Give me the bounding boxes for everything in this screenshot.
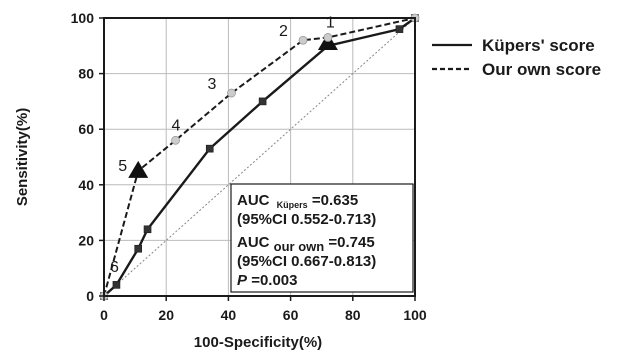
auc-kupers-main: AUC <box>237 192 270 209</box>
auc-own-main: AUC <box>237 234 270 251</box>
point-label: 4 <box>172 117 181 134</box>
legend-label-kupers: Küpers' score <box>482 36 595 55</box>
x-axis-title: 100-Specificity(%) <box>194 334 322 351</box>
p-value: =0.003 <box>251 272 297 289</box>
legend: Küpers' score Our own score <box>432 36 601 79</box>
auc-own-sub: our own <box>274 239 325 254</box>
data-point-square <box>134 244 143 253</box>
data-point-square <box>112 281 121 289</box>
x-tick-label: 80 <box>345 307 361 323</box>
x-tick-label: 60 <box>283 307 299 323</box>
point-label: 6 <box>110 259 119 276</box>
x-tick-label: 100 <box>403 307 427 323</box>
data-point-square <box>258 97 267 106</box>
auc-kupers-value: =0.635 <box>312 192 358 209</box>
x-tick-label: 40 <box>221 307 237 323</box>
data-point-circle <box>298 35 308 45</box>
x-tick-label: 20 <box>158 307 174 323</box>
auc-own-value: =0.745 <box>328 234 374 251</box>
data-point-square <box>205 144 214 153</box>
highlight-triangle-marker <box>128 160 149 178</box>
y-tick-label: 80 <box>78 66 94 82</box>
x-tick-label: 0 <box>100 307 108 323</box>
y-tick-label: 0 <box>86 288 94 304</box>
data-point-square <box>395 25 404 33</box>
p-value-text: P =0.003 <box>237 272 297 289</box>
statistics-box-border <box>230 183 414 293</box>
plot-frame <box>103 17 416 297</box>
data-point-square <box>143 225 152 234</box>
y-axis-title: Sensitivity(%) <box>14 108 31 206</box>
y-axis-ticks: 0 20 40 60 80 100 <box>71 10 104 304</box>
auc-kupers-text: AUC Küpers =0.635 <box>237 192 358 212</box>
ci-kupers-text: (95%CI 0.552-0.713) <box>237 211 376 228</box>
y-tick-label: 20 <box>78 232 94 248</box>
legend-label-own: Our own score <box>482 60 601 79</box>
auc-own-text: AUC our own =0.745 <box>237 234 375 255</box>
ci-own-text: (95%CI 0.667-0.813) <box>237 253 376 270</box>
auc-kupers-sub: Küpers <box>277 200 308 210</box>
p-label: P <box>237 272 248 289</box>
point-label: 1 <box>326 14 335 31</box>
statistics-box: AUC Küpers =0.635 (95%CI 0.552-0.713) AU… <box>230 183 414 293</box>
y-tick-label: 60 <box>78 121 94 137</box>
reference-diagonal-line <box>103 17 416 297</box>
x-axis-ticks: 0 20 40 60 80 100 <box>100 296 427 323</box>
point-label: 3 <box>208 76 217 93</box>
data-point-circle <box>227 88 236 98</box>
y-tick-label: 40 <box>78 177 94 193</box>
point-label: 5 <box>118 158 127 175</box>
data-point-circle <box>171 135 180 145</box>
data-point-circle <box>323 33 333 42</box>
point-label: 2 <box>279 23 288 40</box>
y-tick-label: 100 <box>71 10 95 26</box>
